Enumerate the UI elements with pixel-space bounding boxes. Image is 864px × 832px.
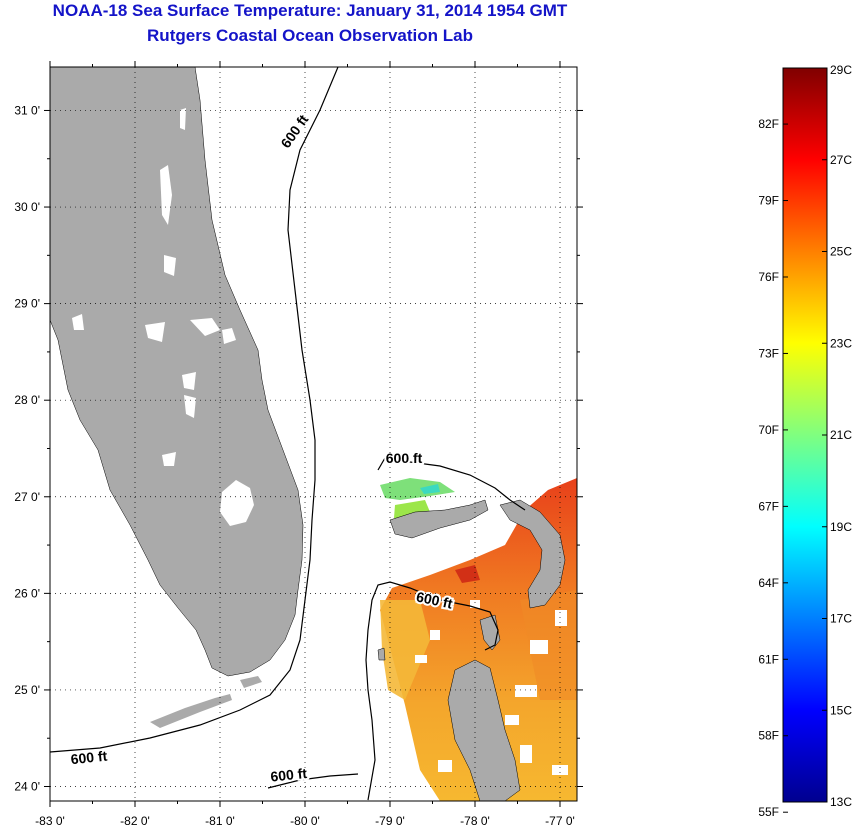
florida-keys [150, 694, 232, 728]
colorbar-labels: 29C 27C 25C 23C 21C 19C 17C 15C 13C 82F 79F 76F 73F 7… [758, 63, 852, 819]
lat-tick-label: 30 0' [14, 200, 40, 214]
lon-tick-label: -77 0' [545, 814, 575, 828]
colorbar-f-label: 61F [758, 652, 779, 666]
lat-tick-label: 24 0' [14, 780, 40, 794]
colorbar-c-label: 29C [830, 63, 852, 77]
lon-tick-label: -79 0' [375, 814, 405, 828]
sst-swath [380, 478, 577, 801]
axis-labels: 31 0' 30 0' 29 0' 28 0' 27 0' 26 0' 25 0' 24 0'… [14, 103, 574, 828]
colorbar-f-label: 82F [758, 117, 779, 131]
lat-tick-label: 27 0' [14, 490, 40, 504]
contour-label-600ft: 600 ft [70, 748, 108, 768]
colorbar-c-label: 21C [830, 428, 852, 442]
colorbar-c-label: 15C [830, 703, 852, 717]
lat-tick-label: 25 0' [14, 683, 40, 697]
lon-tick-label: -78 0' [460, 814, 490, 828]
map-subtitle: Rutgers Coastal Ocean Observation Lab [147, 26, 473, 45]
colorbar-f-label: 73F [758, 346, 779, 360]
colorbar-gradient [782, 67, 828, 803]
colorbar-c-label: 23C [830, 336, 852, 350]
bahamas-land [377, 499, 566, 801]
lon-tick-label: -80 0' [290, 814, 320, 828]
contour-label-600ft: 600 ft [270, 765, 308, 785]
colorbar-f-label: 79F [758, 194, 779, 208]
florida-land [50, 67, 304, 677]
depth-contours [50, 67, 526, 801]
lat-tick-label: 28 0' [14, 393, 40, 407]
colorbar-c-label: 17C [830, 612, 852, 626]
colorbar-c-label: 13C [830, 795, 852, 809]
colorbar-c-label: 25C [830, 245, 852, 259]
land-water-features [72, 108, 254, 526]
colorbar-f-label: 67F [758, 499, 779, 513]
colorbar-f-label: 76F [758, 270, 779, 284]
contour-label-600ft: 600 ft [277, 111, 311, 150]
graticule [44, 61, 583, 807]
map-title: NOAA-18 Sea Surface Temperature: January… [52, 1, 568, 20]
colorbar-c-label: 19C [830, 520, 852, 534]
colorbar-f-label: 58F [758, 729, 779, 743]
contour-label-600ft: 600 ft [386, 450, 423, 466]
colorbar-f-label: 55F [758, 805, 779, 819]
colorbar-f-label: 70F [758, 423, 779, 437]
map-frame [49, 66, 578, 802]
lon-tick-label: -82 0' [120, 814, 150, 828]
lon-tick-label: -83 0' [35, 814, 65, 828]
lat-tick-label: 26 0' [14, 586, 40, 600]
lat-tick-label: 29 0' [14, 297, 40, 311]
colorbar-c-label: 27C [830, 153, 852, 167]
lat-tick-label: 31 0' [14, 103, 40, 117]
lon-tick-label: -81 0' [205, 814, 235, 828]
colorbar-f-label: 64F [758, 576, 779, 590]
